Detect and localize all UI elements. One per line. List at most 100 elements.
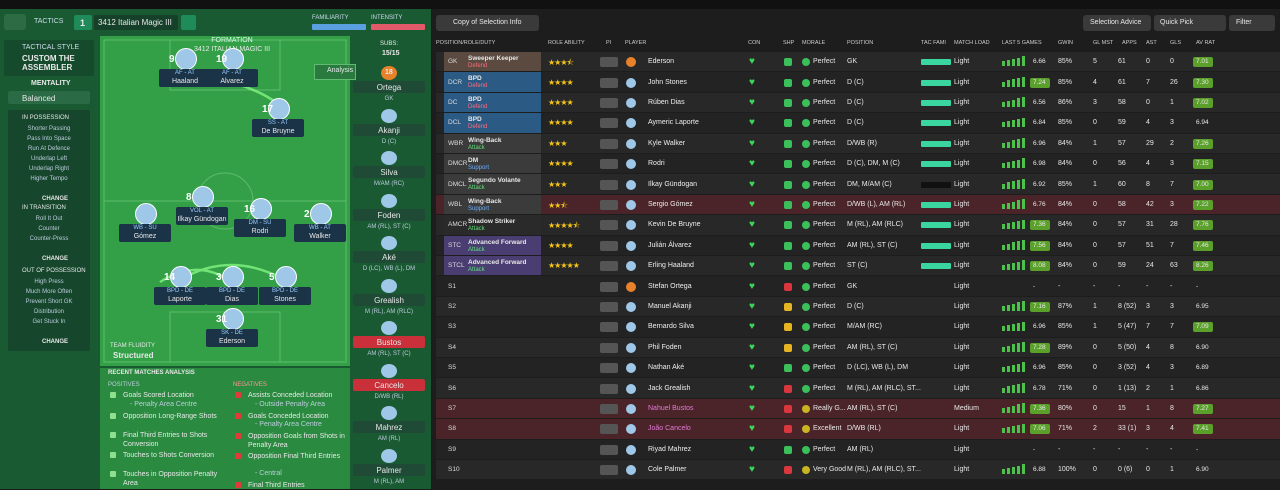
morale: Perfect (813, 99, 836, 106)
table-row[interactable] (436, 317, 1280, 337)
table-row[interactable] (436, 113, 1280, 133)
sub-name-box[interactable] (353, 166, 425, 178)
table-row[interactable] (436, 133, 1280, 153)
copy-select[interactable] (436, 15, 539, 31)
table-row[interactable] (436, 92, 1280, 113)
selection-advice-button[interactable] (1083, 15, 1151, 31)
gwin: 71% (1058, 425, 1073, 433)
goals: 3 (1170, 303, 1174, 310)
goals: 0 (1170, 58, 1174, 66)
table-row[interactable] (436, 194, 1280, 215)
player-tag[interactable] (159, 69, 211, 87)
last5-rating: 6.98 (1033, 160, 1046, 168)
sub-name-box[interactable] (353, 421, 425, 433)
sub-avatar (381, 66, 397, 80)
player-avatar (175, 48, 197, 70)
back-button[interactable] (4, 14, 26, 30)
last5-bar (1007, 80, 1010, 87)
player-role: BPD - DE (166, 288, 194, 294)
sub-name-box[interactable] (353, 81, 425, 93)
sub-name-box[interactable] (353, 336, 425, 348)
table-row[interactable] (436, 174, 1280, 194)
sub-name-box[interactable] (353, 251, 425, 263)
player-name: João Cancelo (648, 425, 691, 433)
table-row[interactable] (436, 358, 1280, 378)
table-row[interactable] (436, 235, 1280, 255)
role-duty: Attack (468, 185, 485, 192)
player-tag[interactable] (176, 207, 228, 225)
table-row[interactable] (436, 215, 1280, 235)
role-stars: ★★★★ (548, 118, 574, 128)
average-rating: 8.26 (1196, 262, 1209, 270)
player-tag[interactable] (206, 287, 258, 305)
sub-name-box[interactable] (353, 293, 425, 306)
last5-bar (1012, 324, 1015, 332)
average-rating: 6.90 (1196, 466, 1209, 474)
analysis-item: Touches in Opposition Penalty Area (123, 471, 218, 487)
shirt-number: 16 (244, 204, 256, 215)
player-tag[interactable] (234, 219, 286, 237)
table-row[interactable] (436, 154, 1280, 174)
sub-name-box[interactable] (353, 463, 425, 476)
sub-name: Grealish (374, 295, 404, 305)
table-row[interactable] (436, 72, 1280, 92)
match-load: Light (954, 282, 970, 290)
pi-icon (600, 159, 618, 170)
match-load: Light (954, 262, 970, 270)
match-load: Light (954, 221, 970, 229)
morale-icon (802, 139, 810, 148)
add-tactic[interactable] (181, 15, 196, 30)
tactic-select[interactable] (94, 15, 178, 30)
sharpness-icon (784, 384, 792, 393)
role-name: Segundo Volante (468, 177, 521, 185)
player-tag[interactable] (154, 287, 206, 305)
player-tag[interactable] (259, 287, 311, 305)
mentality-select[interactable] (8, 91, 90, 104)
analysis-icon (235, 392, 241, 398)
player-tag[interactable] (294, 224, 346, 242)
table-row[interactable] (436, 460, 1280, 480)
player-tag[interactable] (206, 329, 258, 347)
quick-pick-button[interactable] (1154, 15, 1226, 31)
pi-icon (600, 404, 618, 414)
condition-heart: ♥ (749, 464, 755, 476)
player-icon (626, 240, 636, 251)
table-row[interactable] (436, 378, 1280, 398)
player-name: Walker (309, 233, 331, 240)
sub-name-box[interactable] (353, 378, 425, 391)
player-tag[interactable] (206, 69, 258, 87)
last5-bar (1017, 180, 1020, 189)
player-tag[interactable] (252, 119, 304, 137)
sub-avatar (381, 448, 397, 463)
table-row[interactable] (436, 337, 1280, 357)
last5-rating: 7.28 (1033, 343, 1046, 351)
analysis-button[interactable] (314, 64, 356, 80)
player-name: Rúben Dias (648, 99, 685, 106)
table-row[interactable] (436, 276, 1280, 296)
gl-mistakes: 0 (1093, 160, 1097, 168)
assists: 8 (1146, 180, 1150, 188)
table-row[interactable] (436, 256, 1280, 276)
table-row[interactable] (436, 419, 1280, 439)
analysis-icon (235, 433, 241, 439)
filter-button[interactable] (1229, 15, 1275, 31)
sub-name-box[interactable] (353, 208, 425, 221)
slot-tab[interactable] (74, 15, 92, 30)
gwin: 71% (1058, 384, 1073, 392)
sub-name-box[interactable] (353, 123, 425, 136)
last5-bar (1002, 61, 1005, 67)
table-row[interactable] (436, 52, 1280, 72)
table-row[interactable] (436, 398, 1280, 419)
position: AM (RL), ST (C) (847, 343, 898, 351)
player-tag[interactable] (119, 224, 171, 242)
position-code: STCL (448, 262, 465, 270)
sharpness-icon (784, 139, 792, 148)
last5-rating: 6.88 (1033, 466, 1046, 474)
table-row[interactable] (436, 439, 1280, 459)
assists: 51 (1146, 241, 1154, 249)
last5-rating: 6.96 (1033, 364, 1046, 372)
morale: Perfect (813, 221, 836, 229)
table-row[interactable] (436, 296, 1280, 317)
sub-name: Bustos (376, 338, 402, 347)
player-icon (626, 281, 636, 292)
